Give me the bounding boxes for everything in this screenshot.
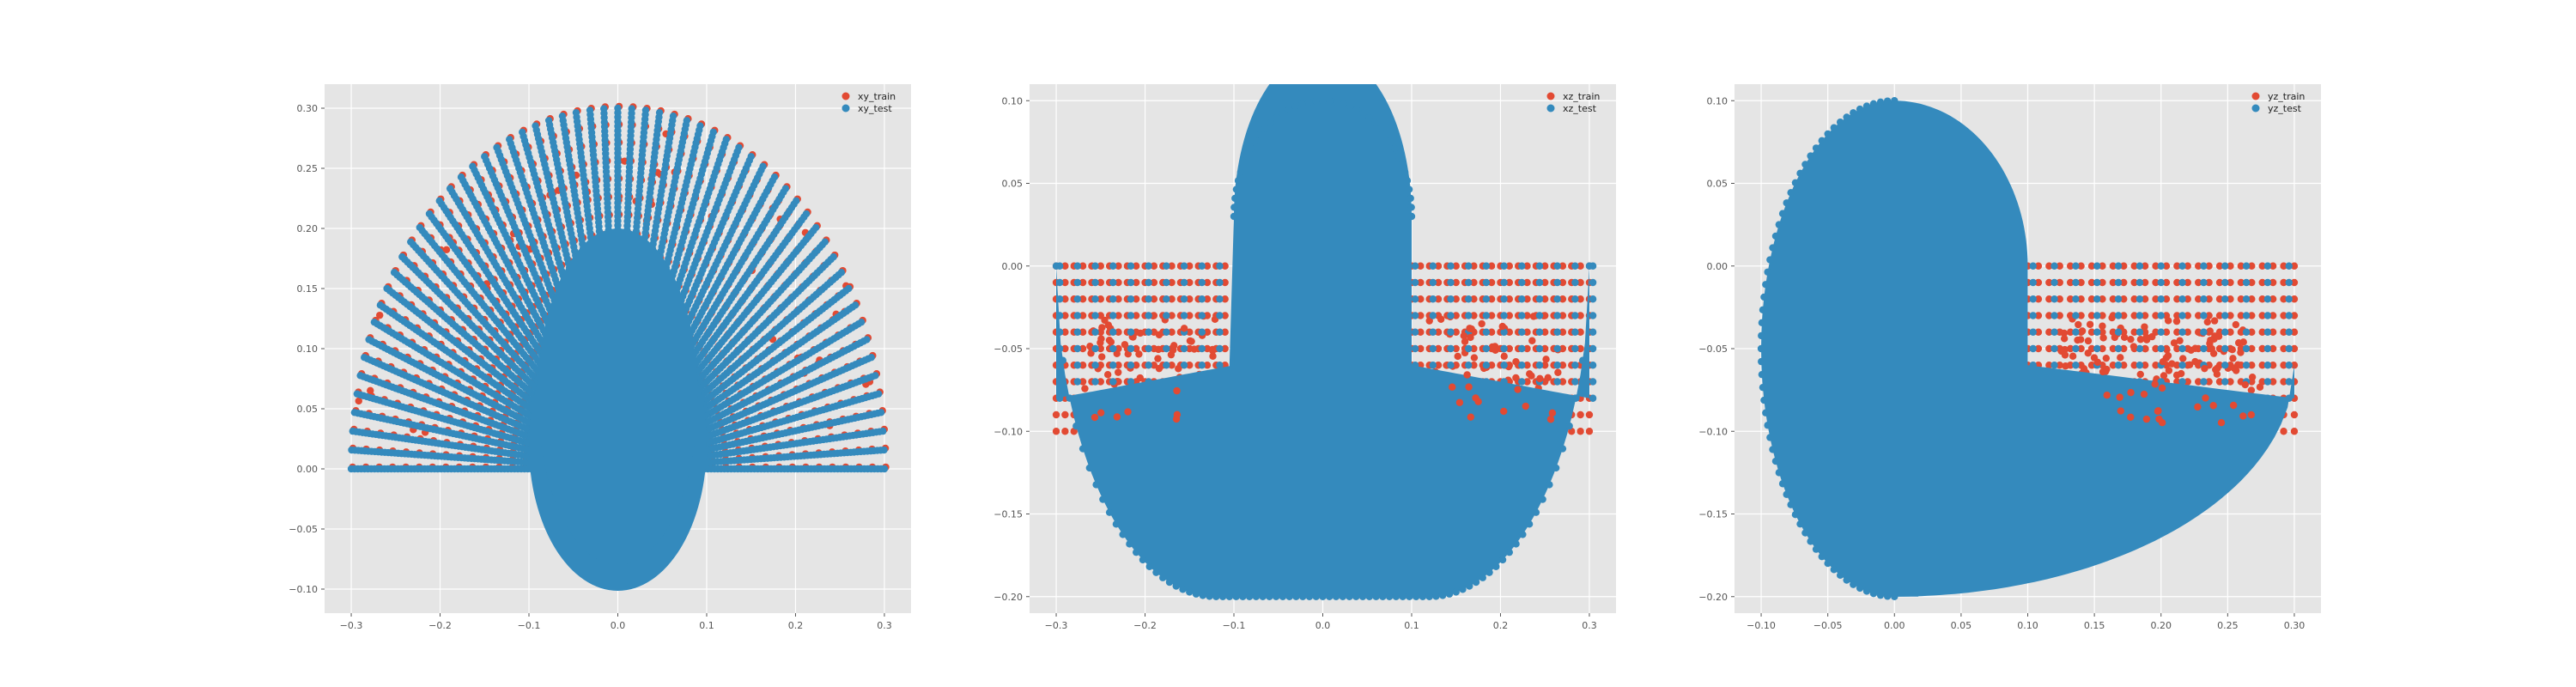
test-point [829,252,837,261]
test-point [872,372,879,380]
test-point [781,185,790,192]
test-point [880,446,888,454]
subplot-1: −0.3 −0.2 −0.1 0.0 0.1 0.2 0.3−0.10−0.050.000.… [289,84,911,631]
test-point [669,112,677,120]
test-point [851,301,860,309]
train-point [355,397,362,405]
test-point [735,143,743,151]
test-point [506,136,513,143]
test-point [532,122,539,130]
test-point [793,197,800,205]
test-point [877,409,885,416]
test-point [821,238,829,246]
test-point [600,105,608,112]
test-point [845,284,853,293]
test-point [558,112,567,120]
test-point [519,128,526,137]
test-point [390,269,398,277]
series-test-points [347,104,889,591]
test-point [683,117,691,125]
train-point [367,386,374,394]
test-point [425,210,434,218]
test-point [641,106,650,114]
test-point [812,223,820,232]
test-point [493,143,501,151]
test-point [435,197,443,205]
test-point [722,136,730,143]
test-point [628,105,635,112]
test-point [544,117,553,125]
test-point [802,210,811,218]
test-point [880,465,889,473]
train-point [442,246,451,254]
test-point [586,106,594,114]
test-point [481,153,489,161]
test-point [857,318,866,326]
test-point [770,173,779,181]
test-point [696,122,704,130]
test-point [614,104,622,112]
test-point [407,238,415,246]
test-point [446,185,454,192]
test-point [572,108,580,117]
test-point [469,162,477,170]
test-point [747,153,755,161]
test-point [655,108,664,117]
test-point [867,354,875,362]
test-point [874,390,883,398]
test-point [837,269,846,277]
test-point [863,336,871,344]
test-point [398,252,406,261]
test-point [457,173,465,181]
test-point [416,223,423,232]
test-point [759,162,767,170]
train-point [376,311,384,319]
test-point [879,427,887,435]
test-point [709,128,717,137]
